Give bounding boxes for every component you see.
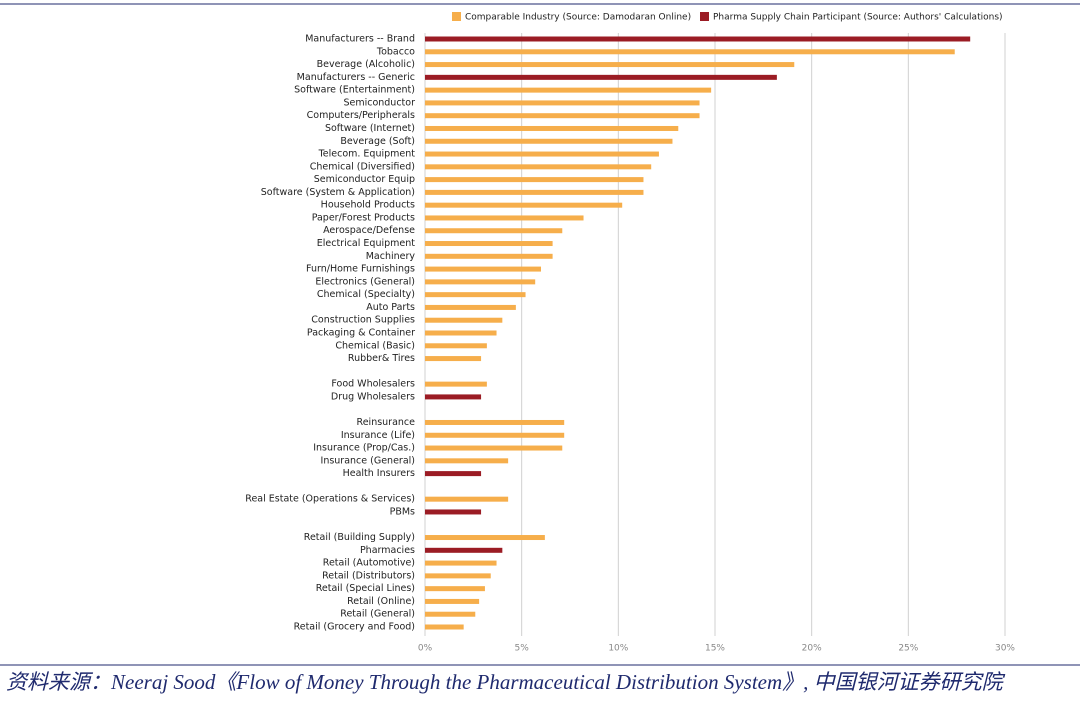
y-tick-label: Retail (Automotive) — [323, 558, 415, 569]
y-tick-label: Retail (General) — [340, 609, 415, 620]
x-tick-label: 0% — [418, 644, 433, 654]
bar — [425, 458, 509, 464]
y-tick-label: Paper/Forest Products — [312, 212, 415, 223]
bar — [425, 177, 644, 183]
bar — [425, 419, 565, 425]
bar — [425, 36, 971, 42]
y-tick-label: Furn/Home Furnishings — [306, 264, 415, 275]
bar — [425, 343, 487, 349]
y-tick-label: Packaging & Container — [307, 328, 415, 339]
y-tick-label: Retail (Building Supply) — [304, 532, 415, 543]
bar — [425, 113, 700, 119]
bar — [425, 356, 482, 362]
y-tick-label: Beverage (Soft) — [340, 136, 415, 147]
y-tick-label: Electrical Equipment — [317, 238, 416, 249]
y-tick-label: Drug Wholesalers — [331, 391, 415, 402]
y-tick-label: Chemical (Basic) — [335, 340, 415, 351]
y-tick-label: Aerospace/Defense — [323, 225, 415, 236]
y-tick-label: Rubber& Tires — [348, 353, 415, 364]
bar — [425, 228, 563, 234]
legend-swatch — [700, 12, 709, 21]
y-tick-label: Real Estate (Operations & Services) — [245, 494, 415, 505]
y-tick-label: Retail (Grocery and Food) — [294, 622, 415, 633]
y-tick-label: Food Wholesalers — [331, 379, 415, 390]
y-tick-label: Retail (Special Lines) — [316, 583, 415, 594]
bar — [425, 304, 516, 310]
y-tick-label: Semiconductor — [343, 97, 415, 108]
y-tick-label: Insurance (General) — [321, 455, 415, 466]
x-tick-label: 10% — [608, 644, 628, 654]
y-tick-label: Auto Parts — [366, 302, 415, 313]
y-tick-label: Manufacturers -- Generic — [297, 72, 415, 83]
legend-swatch — [452, 12, 461, 21]
y-tick-label: Manufacturers -- Brand — [305, 34, 415, 45]
bar — [425, 624, 464, 630]
bar — [425, 49, 955, 55]
bar — [425, 215, 584, 221]
y-tick-label: Household Products — [321, 200, 415, 211]
y-tick-label: Chemical (Diversified) — [310, 161, 415, 172]
x-tick-label: 25% — [898, 644, 918, 654]
y-tick-label: Semiconductor Equip — [314, 174, 415, 185]
bar — [425, 432, 565, 438]
bar — [425, 547, 503, 553]
bar — [425, 241, 553, 247]
bar — [425, 266, 541, 272]
bar — [425, 445, 563, 451]
y-tick-label: Health Insurers — [343, 468, 415, 479]
source-note: 资料来源：Neeraj Sood《Flow of Money Through t… — [6, 670, 1006, 694]
y-tick-label: Telecom. Equipment — [318, 149, 416, 160]
legend-label: Pharma Supply Chain Participant (Source:… — [713, 13, 1003, 23]
bar — [425, 100, 700, 106]
x-tick-label: 20% — [802, 644, 822, 654]
bar — [425, 279, 536, 285]
x-tick-label: 30% — [995, 644, 1015, 654]
y-tick-label: Beverage (Alcoholic) — [317, 59, 415, 70]
bar — [425, 496, 509, 502]
bar — [425, 87, 712, 93]
y-tick-label: Chemical (Specialty) — [317, 289, 415, 300]
y-tick-label: Tobacco — [376, 46, 415, 57]
bar — [425, 202, 623, 208]
y-tick-label: Computers/Peripherals — [307, 110, 415, 121]
bar — [425, 586, 485, 592]
bar — [425, 253, 553, 259]
legend-label: Comparable Industry (Source: Damodaran O… — [465, 13, 691, 23]
bar — [425, 125, 679, 131]
y-tick-label: Insurance (Life) — [341, 430, 415, 441]
x-tick-label: 5% — [515, 644, 530, 654]
y-tick-label: Software (System & Application) — [261, 187, 415, 198]
bar — [425, 74, 777, 80]
bar — [425, 62, 795, 68]
bar — [425, 509, 482, 515]
bar — [425, 164, 652, 170]
bar — [425, 394, 482, 400]
bar — [425, 560, 497, 566]
y-tick-label: Software (Internet) — [325, 123, 415, 134]
bar — [425, 471, 482, 477]
y-tick-label: Pharmacies — [360, 545, 415, 556]
bar — [425, 189, 644, 195]
y-tick-label: Electronics (General) — [315, 276, 415, 287]
bar — [425, 573, 491, 579]
bar — [425, 535, 545, 541]
y-tick-label: Insurance (Prop/Cas.) — [313, 443, 415, 454]
bar — [425, 381, 487, 387]
bar — [425, 598, 480, 604]
y-tick-label: Construction Supplies — [311, 315, 415, 326]
x-tick-label: 15% — [705, 644, 725, 654]
bar — [425, 292, 526, 298]
bar — [425, 151, 659, 157]
y-tick-label: Machinery — [366, 251, 416, 262]
y-tick-label: Reinsurance — [357, 417, 416, 428]
y-tick-label: Retail (Online) — [347, 596, 415, 607]
y-tick-label: Retail (Distributors) — [322, 570, 415, 581]
bar — [425, 317, 503, 323]
bar — [425, 611, 476, 617]
y-tick-label: Software (Entertainment) — [294, 85, 415, 96]
y-tick-label: PBMs — [390, 506, 415, 517]
bar — [425, 138, 673, 144]
bar — [425, 330, 497, 336]
